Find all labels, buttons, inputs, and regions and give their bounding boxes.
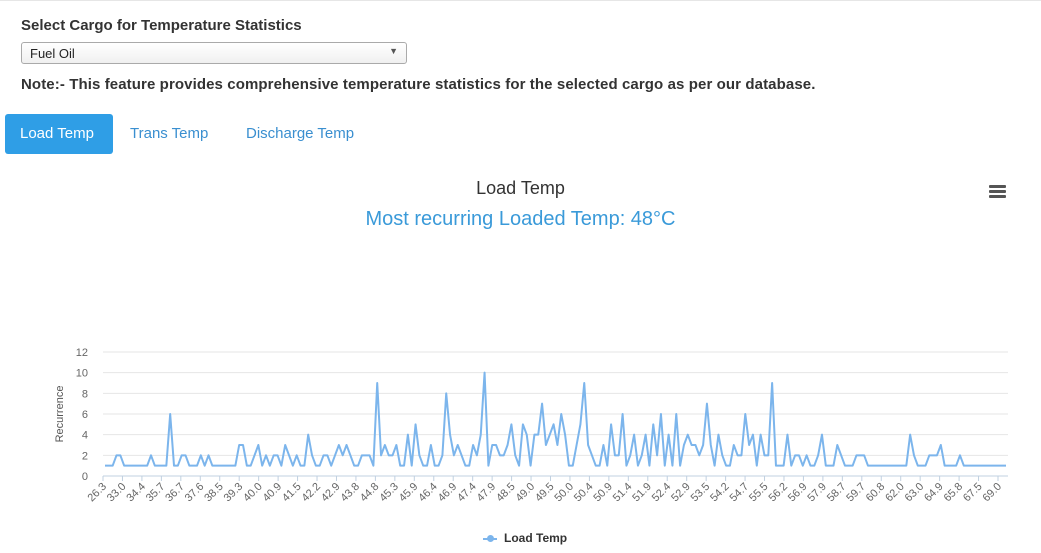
x-tick-label: 40.0 [241, 481, 265, 505]
x-tick-label: 47.4 [455, 481, 479, 505]
x-tick-label: 54.2 [708, 481, 732, 505]
x-tick-label: 47.9 [475, 481, 499, 505]
y-tick-label: 6 [82, 409, 88, 421]
x-tick-label: 48.5 [494, 481, 518, 505]
hamburger-menu-icon[interactable] [989, 185, 1006, 199]
x-tick-label: 56.2 [766, 481, 790, 505]
y-axis-title: Recurrence [54, 386, 66, 443]
x-tick-label: 50.9 [591, 481, 615, 505]
x-tick-label: 33.0 [105, 481, 129, 505]
x-tick-label: 51.4 [611, 481, 635, 505]
x-tick-label: 64.9 [922, 481, 946, 505]
x-tick-label: 43.8 [338, 481, 362, 505]
x-tick-label: 46.4 [416, 481, 440, 505]
x-tick-label: 62.0 [883, 481, 907, 505]
x-tick-label: 45.9 [397, 481, 421, 505]
series-line-load-temp [105, 371, 1006, 467]
x-tick-label: 49.5 [533, 481, 557, 505]
y-tick-label: 4 [82, 430, 88, 442]
x-tick-label: 54.7 [728, 481, 752, 505]
x-tick-label: 52.4 [650, 481, 674, 505]
x-tick-label: 42.9 [319, 481, 343, 505]
top-divider [0, 0, 1041, 1]
y-tick-label: 10 [76, 368, 88, 380]
y-tick-label: 2 [82, 450, 88, 462]
x-tick-label: 44.8 [358, 481, 382, 505]
x-tick-label: 42.2 [300, 481, 324, 505]
tab-trans-temp[interactable]: Trans Temp [130, 125, 209, 142]
select-cargo-title: Select Cargo for Temperature Statistics [21, 17, 302, 34]
x-tick-label: 38.5 [202, 481, 226, 505]
x-tick-label: 63.0 [903, 481, 927, 505]
x-tick-label: 50.4 [572, 481, 596, 505]
x-tick-label: 60.8 [864, 481, 888, 505]
x-tick-label: 53.5 [689, 481, 713, 505]
x-tick-label: 65.8 [942, 481, 966, 505]
x-tick-label: 26.3 [85, 481, 109, 505]
x-tick-label: 45.3 [377, 481, 401, 505]
y-tick-label: 12 [76, 347, 88, 359]
x-tick-label: 69.0 [980, 481, 1004, 505]
x-tick-label: 59.7 [844, 481, 868, 505]
x-tick-label: 49.0 [514, 481, 538, 505]
x-tick-label: 50.0 [552, 481, 576, 505]
x-tick-label: 35.7 [144, 481, 168, 505]
x-tick-label: 41.5 [280, 481, 304, 505]
chart-subtitle: Most recurring Loaded Temp: 48°C [365, 208, 676, 230]
x-tick-label: 57.9 [805, 481, 829, 505]
legend-marker-icon [487, 535, 494, 542]
x-tick-label: 46.9 [436, 481, 460, 505]
y-tick-label: 8 [82, 388, 88, 400]
cargo-select[interactable]: Fuel Oil ▼ [21, 42, 407, 64]
x-tick-label: 36.7 [163, 481, 187, 505]
x-tick-label: 52.9 [669, 481, 693, 505]
x-tick-label: 40.9 [261, 481, 285, 505]
x-tick-label: 67.5 [961, 481, 985, 505]
x-tick-label: 37.6 [183, 481, 207, 505]
tab-load-temp[interactable]: Load Temp [5, 114, 113, 154]
x-tick-label: 56.9 [786, 481, 810, 505]
feature-note: Note:- This feature provides comprehensi… [21, 76, 816, 93]
y-tick-label: 0 [82, 471, 88, 483]
x-tick-label: 55.5 [747, 481, 771, 505]
chart-title: Load Temp [476, 178, 565, 198]
cargo-select-value: Fuel Oil [30, 46, 75, 61]
tab-discharge-temp[interactable]: Discharge Temp [246, 125, 355, 142]
dropdown-arrow-icon: ▼ [389, 46, 398, 56]
x-tick-label: 39.3 [222, 481, 246, 505]
x-tick-label: 51.9 [630, 481, 654, 505]
x-tick-label: 58.7 [825, 481, 849, 505]
legend-label: Load Temp [504, 531, 568, 545]
x-tick-label: 34.4 [124, 481, 148, 505]
